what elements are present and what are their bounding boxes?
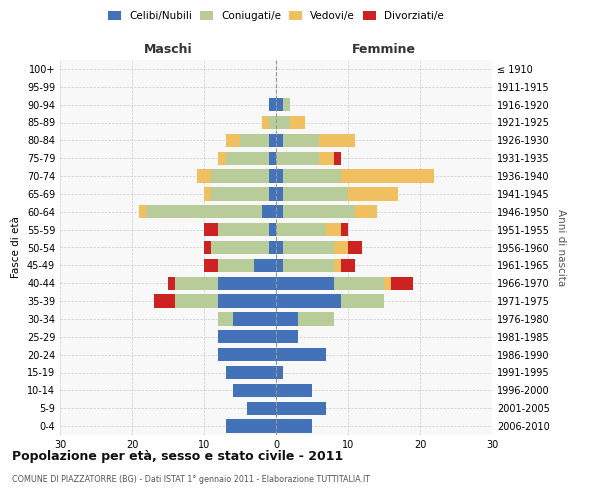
- Text: Popolazione per età, sesso e stato civile - 2011: Popolazione per età, sesso e stato civil…: [12, 450, 343, 463]
- Bar: [276, 205, 283, 218]
- Bar: [326, 223, 341, 236]
- Bar: [247, 402, 276, 415]
- Bar: [226, 152, 269, 165]
- Bar: [290, 116, 305, 129]
- Bar: [276, 258, 283, 272]
- Bar: [319, 152, 334, 165]
- Bar: [334, 241, 348, 254]
- Bar: [276, 187, 283, 200]
- Bar: [204, 187, 211, 200]
- Bar: [276, 152, 319, 165]
- Bar: [341, 258, 355, 272]
- Bar: [218, 258, 254, 272]
- Bar: [341, 294, 384, 308]
- Bar: [334, 276, 384, 290]
- Bar: [204, 258, 218, 272]
- Bar: [226, 420, 276, 433]
- Bar: [218, 152, 226, 165]
- Bar: [233, 384, 276, 397]
- Bar: [269, 241, 276, 254]
- Bar: [211, 170, 269, 183]
- Bar: [276, 312, 298, 326]
- Bar: [204, 241, 211, 254]
- Bar: [348, 241, 362, 254]
- Bar: [341, 170, 434, 183]
- Bar: [269, 152, 276, 165]
- Bar: [283, 98, 290, 112]
- Text: Maschi: Maschi: [143, 44, 193, 57]
- Legend: Celibi/Nubili, Coniugati/e, Vedovi/e, Divorziati/e: Celibi/Nubili, Coniugati/e, Vedovi/e, Di…: [105, 8, 447, 24]
- Bar: [218, 294, 276, 308]
- Bar: [262, 205, 276, 218]
- Bar: [204, 223, 218, 236]
- Bar: [218, 312, 233, 326]
- Bar: [269, 223, 276, 236]
- Y-axis label: Anni di nascita: Anni di nascita: [556, 209, 566, 286]
- Bar: [384, 276, 391, 290]
- Bar: [233, 312, 276, 326]
- Bar: [276, 223, 326, 236]
- Bar: [226, 134, 240, 147]
- Bar: [218, 223, 269, 236]
- Bar: [283, 258, 334, 272]
- Bar: [341, 223, 348, 236]
- Bar: [269, 116, 276, 129]
- Bar: [334, 152, 341, 165]
- Bar: [154, 294, 175, 308]
- Bar: [211, 187, 269, 200]
- Bar: [283, 205, 355, 218]
- Bar: [146, 205, 262, 218]
- Bar: [276, 116, 290, 129]
- Bar: [298, 312, 334, 326]
- Bar: [218, 276, 276, 290]
- Bar: [283, 241, 334, 254]
- Bar: [276, 294, 341, 308]
- Bar: [319, 134, 355, 147]
- Bar: [139, 205, 146, 218]
- Bar: [276, 420, 312, 433]
- Bar: [262, 116, 269, 129]
- Bar: [269, 134, 276, 147]
- Bar: [276, 330, 298, 344]
- Bar: [218, 348, 276, 362]
- Bar: [276, 170, 283, 183]
- Bar: [218, 330, 276, 344]
- Bar: [276, 134, 283, 147]
- Bar: [269, 187, 276, 200]
- Bar: [254, 258, 276, 272]
- Bar: [355, 205, 377, 218]
- Bar: [240, 134, 269, 147]
- Text: COMUNE DI PIAZZATORRE (BG) - Dati ISTAT 1° gennaio 2011 - Elaborazione TUTTITALI: COMUNE DI PIAZZATORRE (BG) - Dati ISTAT …: [12, 475, 370, 484]
- Bar: [276, 384, 312, 397]
- Bar: [283, 134, 319, 147]
- Bar: [168, 276, 175, 290]
- Y-axis label: Fasce di età: Fasce di età: [11, 216, 21, 278]
- Bar: [276, 241, 283, 254]
- Bar: [276, 366, 283, 379]
- Bar: [283, 187, 348, 200]
- Bar: [175, 294, 218, 308]
- Bar: [334, 258, 341, 272]
- Bar: [348, 187, 398, 200]
- Bar: [269, 98, 276, 112]
- Bar: [276, 402, 326, 415]
- Bar: [391, 276, 413, 290]
- Bar: [276, 98, 283, 112]
- Bar: [197, 170, 211, 183]
- Text: Femmine: Femmine: [352, 44, 416, 57]
- Bar: [276, 348, 326, 362]
- Bar: [211, 241, 269, 254]
- Bar: [269, 170, 276, 183]
- Bar: [226, 366, 276, 379]
- Bar: [276, 276, 334, 290]
- Bar: [175, 276, 218, 290]
- Bar: [283, 170, 341, 183]
